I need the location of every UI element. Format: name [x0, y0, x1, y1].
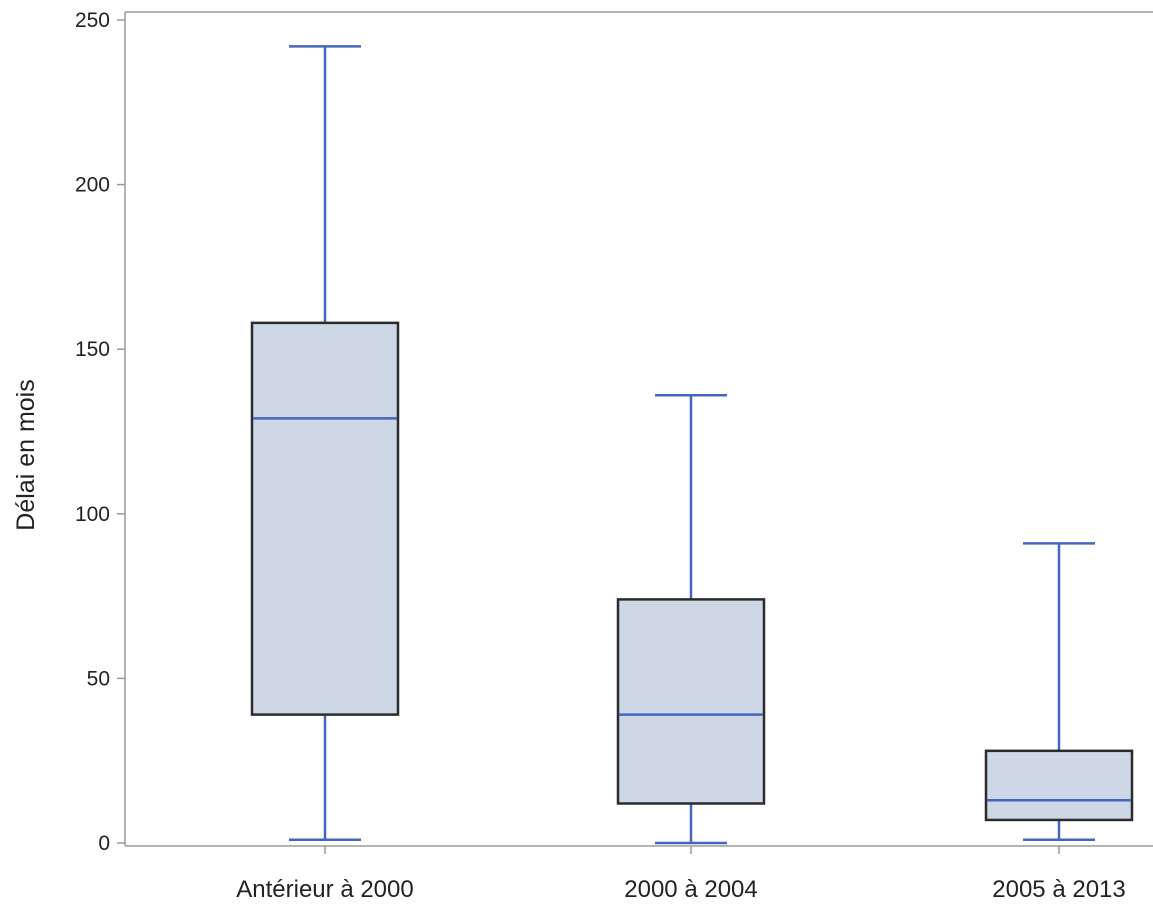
box-series: [250, 45, 1134, 845]
y-axis-title: Délai en mois: [12, 379, 40, 530]
x-axis: Antérieur à 2000 2000 à 2004 2005 à 2013: [236, 846, 1126, 903]
x-category-label: 2000 à 2004: [624, 876, 757, 903]
y-tick-label: 50: [87, 667, 110, 690]
y-axis: 0 50 100 150 200 250: [75, 9, 125, 855]
y-tick-label: 200: [75, 174, 110, 197]
x-category-label: Antérieur à 2000: [236, 876, 413, 903]
box-group: [250, 45, 400, 841]
y-tick-label: 150: [75, 338, 110, 361]
plot-frame: [124, 11, 1153, 847]
y-tick-label: 100: [75, 503, 110, 526]
y-tick-label: 250: [75, 9, 110, 32]
x-category-label: 2005 à 2013: [992, 876, 1125, 903]
iqr-box: [616, 598, 766, 805]
box-group: [616, 394, 766, 845]
iqr-box: [984, 749, 1134, 822]
iqr-box: [250, 321, 400, 716]
box-group: [984, 542, 1134, 841]
y-tick-label: 0: [98, 832, 110, 855]
